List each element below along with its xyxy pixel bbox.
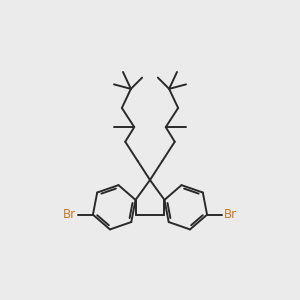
Text: Br: Br xyxy=(63,208,76,221)
Text: Br: Br xyxy=(224,208,237,221)
